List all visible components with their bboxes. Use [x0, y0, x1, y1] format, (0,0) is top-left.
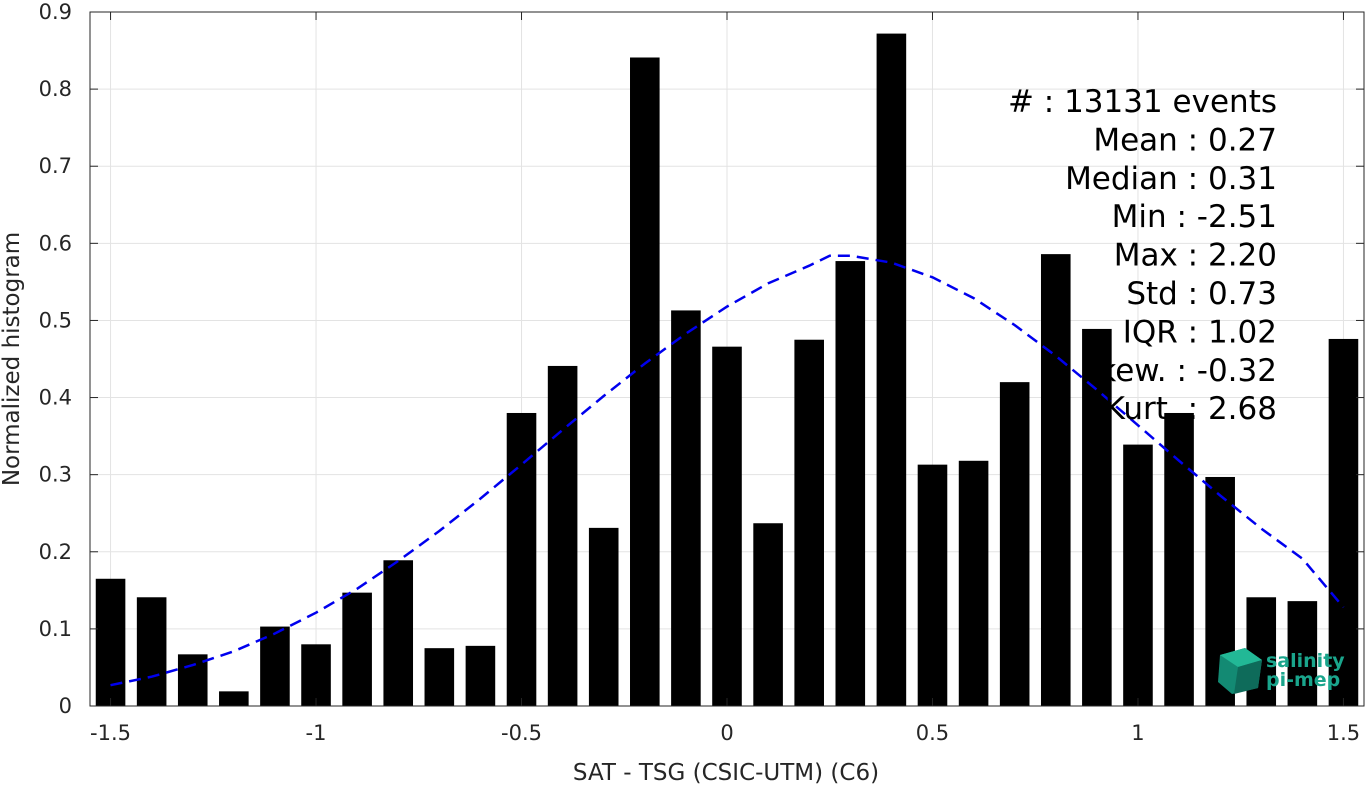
stat-line: # : 13131 events	[1008, 84, 1277, 120]
x-tick-label: 0.5	[916, 721, 949, 745]
salinity-pimep-logo: salinity pi-mep	[1218, 648, 1345, 694]
y-tick-label: 0	[59, 694, 72, 718]
histogram-bar	[424, 648, 455, 706]
histogram-bar	[630, 57, 660, 707]
stat-line: Max : 2.20	[1114, 238, 1277, 274]
histogram-bar	[1040, 254, 1071, 706]
x-tick-label: 1	[1131, 721, 1144, 745]
histogram-bar	[219, 691, 249, 706]
y-tick-label: 0.3	[39, 463, 72, 487]
histogram-bar	[999, 382, 1030, 706]
logo-text-salinity: salinity	[1266, 650, 1345, 672]
histogram-bar	[958, 460, 989, 706]
histogram-bar	[136, 597, 167, 706]
histogram-bar	[465, 645, 496, 706]
histogram-bar	[301, 644, 331, 706]
histogram-bar	[383, 560, 414, 706]
histogram-bar	[588, 527, 619, 706]
histogram-bar	[753, 523, 783, 706]
x-tick-label: 1.5	[1327, 721, 1360, 745]
y-tick-label: 0.6	[39, 231, 72, 255]
histogram-bar	[917, 464, 948, 706]
stat-line: kew. : -0.32	[1098, 353, 1277, 389]
stat-line: Kurt. : 2.68	[1105, 391, 1277, 427]
histogram-bar	[506, 412, 537, 706]
x-tick-label: -1	[306, 721, 327, 745]
histogram-bar	[1287, 601, 1318, 706]
y-tick-label: 0.4	[39, 386, 72, 410]
y-axis-ticks: 0 0.1 0.2 0.3 0.4 0.5 0.6 0.7 0.8 0.9	[39, 0, 1364, 718]
y-tick-label: 0.5	[39, 308, 72, 332]
y-tick-label: 0.7	[39, 154, 72, 178]
histogram-bar	[1123, 444, 1153, 706]
stat-line: Min : -2.51	[1112, 199, 1277, 235]
histogram-bar	[671, 310, 701, 706]
x-tick-label: 0	[720, 721, 733, 745]
stat-line: Std : 0.73	[1126, 276, 1277, 312]
histogram-bar	[712, 346, 742, 706]
histogram-bar	[1164, 412, 1194, 706]
histogram-bar	[95, 578, 126, 706]
histogram-bar	[1082, 328, 1112, 706]
y-axis-label: Normalized histogram	[0, 232, 25, 486]
logo-text-pimep: pi-mep	[1266, 669, 1340, 691]
y-tick-label: 0.1	[39, 617, 72, 641]
cube-icon	[1218, 648, 1262, 694]
histogram-bar	[260, 626, 290, 706]
histogram-bar	[876, 33, 907, 706]
x-axis-ticks: -1.5 -1 -0.5 0 0.5 1 1.5	[90, 12, 1360, 745]
histogram-bars	[95, 33, 1359, 707]
histogram-bar	[835, 261, 866, 706]
normal-fit-curve	[110, 254, 1345, 687]
stat-line: Median : 0.31	[1065, 161, 1277, 197]
histogram-bar	[342, 592, 372, 706]
stat-line: Mean : 0.27	[1093, 122, 1277, 158]
y-tick-label: 0.9	[39, 0, 72, 24]
x-tick-label: -0.5	[501, 721, 542, 745]
x-tick-label: -1.5	[90, 721, 131, 745]
histogram-bar	[794, 339, 824, 706]
y-tick-label: 0.8	[39, 77, 72, 101]
y-tick-label: 0.2	[39, 540, 72, 564]
histogram-bar	[1328, 338, 1359, 706]
histogram-bar	[547, 365, 578, 706]
histogram-bar	[177, 654, 208, 706]
x-axis-label: SAT - TSG (CSIC-UTM) (C6)	[573, 760, 879, 785]
stat-line: IQR : 1.02	[1123, 314, 1277, 350]
